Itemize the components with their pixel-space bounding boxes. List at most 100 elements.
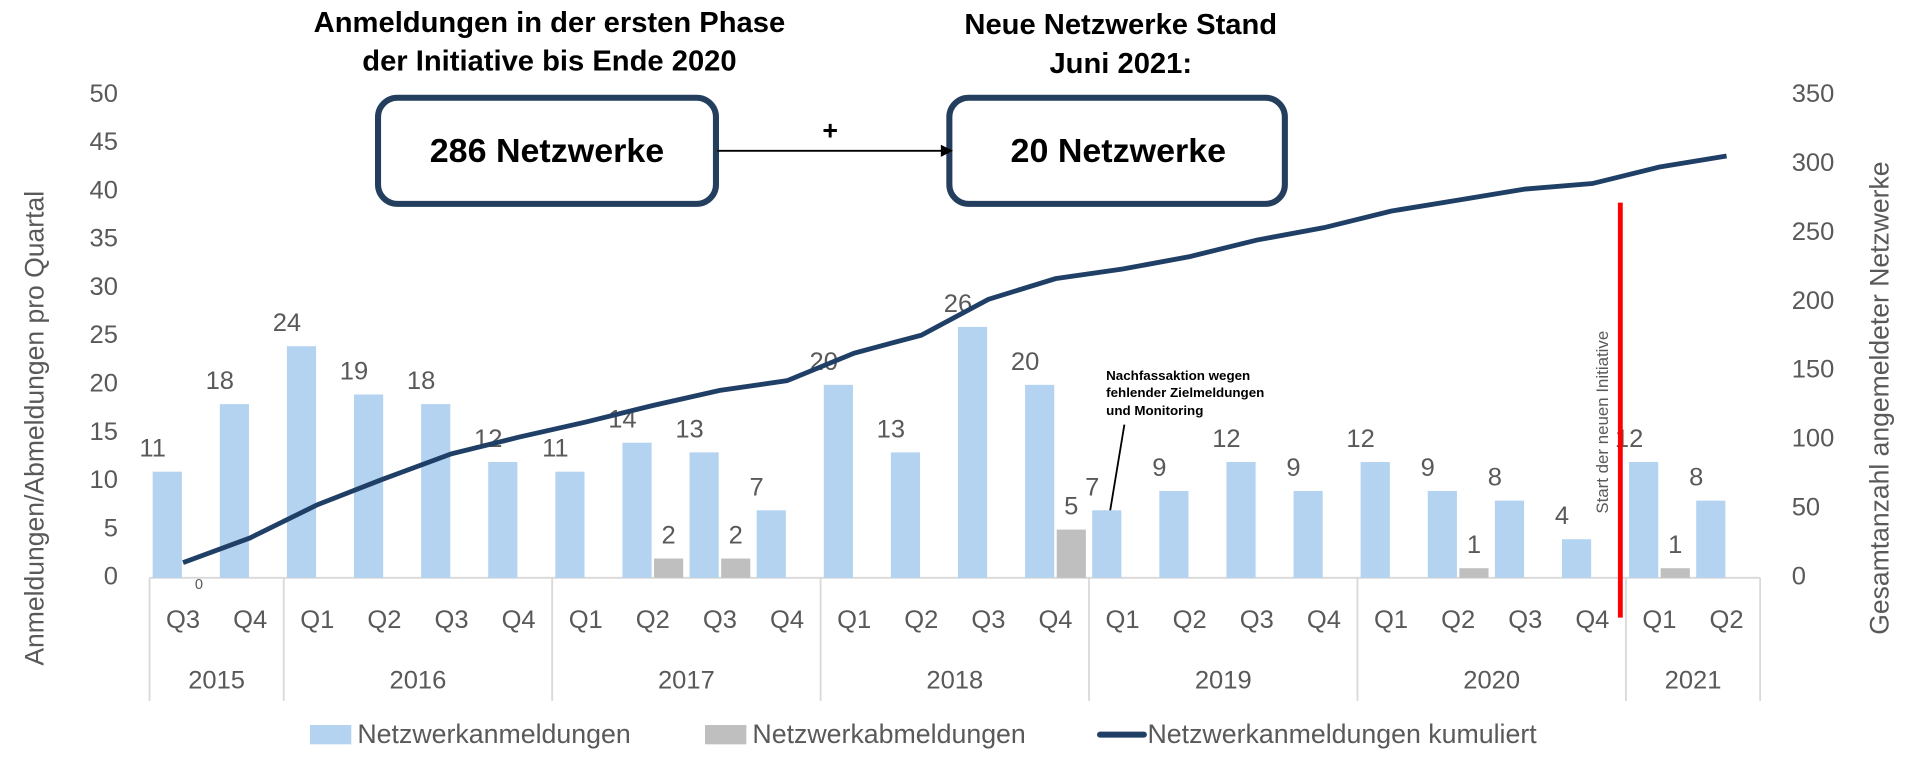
group-label: 2016 <box>390 666 447 694</box>
bar <box>219 404 249 578</box>
arrow-head <box>940 144 953 157</box>
box-text: 20 Netzwerke <box>1011 132 1227 170</box>
y-tick-label: 35 <box>90 225 118 253</box>
box-text: 286 Netzwerke <box>430 132 665 170</box>
legend-label: Netzwerkanmeldungen kumuliert <box>1147 719 1537 749</box>
line <box>182 153 1727 565</box>
x-tick-label: Q1 <box>1106 606 1140 634</box>
data-label: 9 <box>1152 454 1166 482</box>
data-label: 9 <box>1421 454 1435 482</box>
y-tick-label: 25 <box>90 321 118 349</box>
legend-swatch <box>705 725 747 745</box>
y-tick-label: 5 <box>104 514 118 542</box>
marker-label: Start der neuen Initiative <box>1593 331 1612 514</box>
y2-tick-label: 0 <box>1792 563 1806 591</box>
box <box>375 94 720 207</box>
data-label: 9 <box>1286 454 1300 482</box>
group-label: 2017 <box>658 666 715 694</box>
y-tick-label: 0 <box>104 563 118 591</box>
data-label: 1 <box>1668 531 1682 559</box>
data-label: 12 <box>1346 425 1374 453</box>
data-label: 0 <box>195 577 203 593</box>
bar <box>1092 510 1122 578</box>
note-arrow <box>1108 424 1126 513</box>
data-label: 1 <box>1467 531 1481 559</box>
bar <box>654 558 684 578</box>
bar <box>1660 568 1690 578</box>
bar <box>1025 384 1055 578</box>
data-label: 8 <box>1488 464 1502 492</box>
x-tick-label: Q2 <box>636 606 670 634</box>
y2-tick-label: 50 <box>1792 494 1820 522</box>
x-tick-label: Q2 <box>1441 606 1475 634</box>
title: Neue Netzwerke Stand <box>964 9 1277 41</box>
group-label: 2018 <box>926 666 983 694</box>
bar <box>1427 490 1457 578</box>
y2-tick-label: 350 <box>1792 80 1835 108</box>
bar <box>756 510 786 578</box>
bar <box>1629 462 1659 578</box>
legend-label: Netzwerkanmeldungen <box>357 719 630 749</box>
y-tick-label: 20 <box>90 370 118 398</box>
data-label: 2 <box>729 522 743 550</box>
note: Nachfassaktion wegen <box>1106 368 1250 383</box>
x-tick-label: Q4 <box>1575 606 1609 634</box>
y2-tick-label: 100 <box>1792 425 1835 453</box>
y-tick-label: 45 <box>90 128 118 156</box>
x-tick-label: Q2 <box>1710 606 1744 634</box>
x-tick-label: Q3 <box>1240 606 1274 634</box>
bar <box>622 442 652 578</box>
x-tick-label: Q2 <box>1173 606 1207 634</box>
group-label: 2019 <box>1195 666 1252 694</box>
bar <box>721 558 751 578</box>
x-tick-label: Q3 <box>971 606 1005 634</box>
bar <box>286 346 317 578</box>
y2-tick-label: 250 <box>1792 218 1835 246</box>
bar <box>488 462 518 578</box>
note: und Monitoring <box>1106 403 1203 418</box>
data-label: 12 <box>1212 425 1240 453</box>
data-label: 8 <box>1689 464 1703 492</box>
y2-tick-label: 200 <box>1792 287 1835 315</box>
legend-label: Netzwerkabmeldungen <box>752 719 1025 749</box>
bar <box>1459 568 1489 578</box>
bar <box>890 452 921 578</box>
legend-swatch <box>309 725 352 745</box>
group-label: 2020 <box>1463 666 1520 694</box>
x-tick-label: Q4 <box>770 606 804 634</box>
title: Anmeldungen in der ersten Phase <box>314 7 785 39</box>
title: der Initiative bis Ende 2020 <box>362 45 736 77</box>
y-tick-label: 15 <box>90 418 118 446</box>
y-tick-label: 30 <box>90 273 118 301</box>
title: Juni 2021: <box>1049 48 1192 80</box>
x-tick-label: Q4 <box>1307 606 1341 634</box>
data-label: 13 <box>675 415 703 443</box>
bar <box>1360 462 1390 578</box>
data-label: 18 <box>206 367 234 395</box>
x-tick-label: Q1 <box>837 606 871 634</box>
bar <box>689 452 719 578</box>
data-label: 7 <box>1085 473 1099 501</box>
note: fehlender Zielmeldungen <box>1106 385 1264 400</box>
data-label: 11 <box>542 435 568 463</box>
data-label: 19 <box>340 358 368 386</box>
x-tick-label: Q4 <box>502 606 536 634</box>
x-tick-label: Q2 <box>904 606 938 634</box>
y2-tick-label: 150 <box>1792 356 1835 384</box>
group-label: 2021 <box>1665 666 1722 694</box>
data-label: 2 <box>662 522 676 550</box>
y-tick-label: 50 <box>90 80 118 108</box>
plus: + <box>822 116 838 146</box>
x-tick-label: Q4 <box>233 606 267 634</box>
bar <box>1056 529 1086 578</box>
x-tick-label: Q3 <box>166 606 200 634</box>
bar <box>957 326 988 578</box>
y-axis-label: Anmeldungen/Abmeldungen pro Quartal <box>19 191 49 666</box>
data-label: 18 <box>407 367 435 395</box>
bar <box>1561 539 1592 578</box>
x-tick-label: Q2 <box>367 606 401 634</box>
x-tick-label: Q1 <box>1374 606 1408 634</box>
bar <box>555 471 585 578</box>
